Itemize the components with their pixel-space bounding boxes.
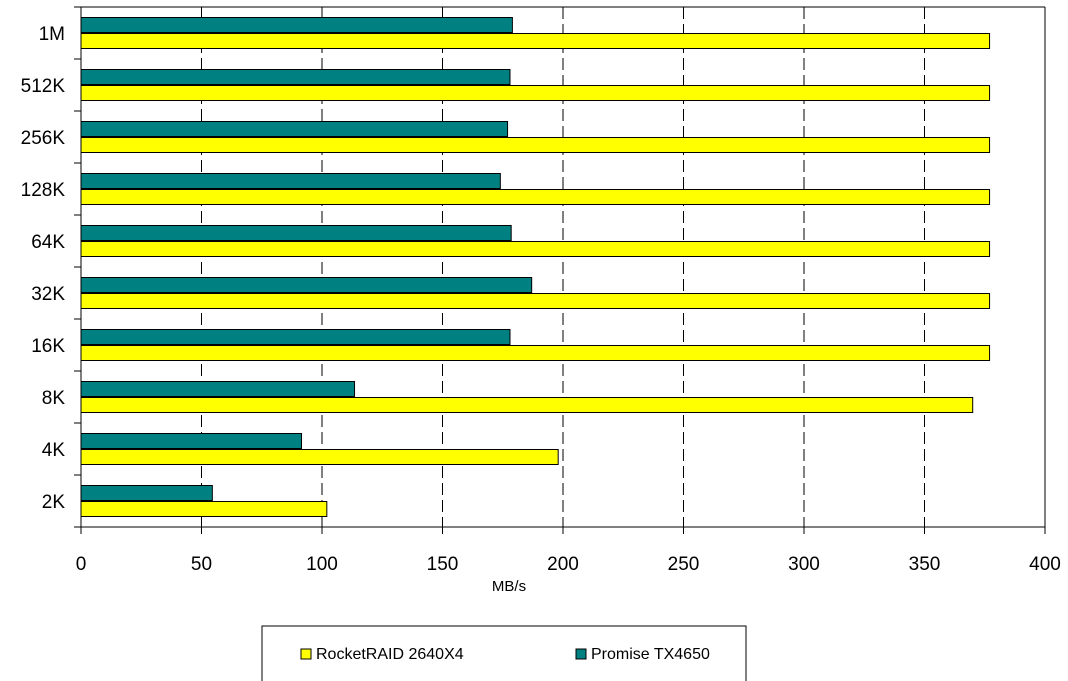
bar-rocketraid-32k	[80, 293, 991, 309]
bar-rocketraid-64k	[80, 241, 991, 257]
tick-labels: 0 50 100 150 200 250 300 350 400 1M 512K 256K 128K 64…	[21, 24, 1061, 575]
bar-promise-2k	[80, 485, 213, 501]
x-tick-label: 400	[1029, 554, 1061, 575]
x-tick-label: 0	[76, 554, 87, 575]
bar-rocketraid-2k	[80, 501, 328, 517]
bar-promise-128k	[80, 173, 501, 189]
bar-promise-64k	[80, 225, 512, 241]
legend-label-promise: Promise TX4650	[591, 646, 710, 663]
bar-promise-16k	[80, 329, 511, 345]
y-tick-label: 32K	[31, 284, 65, 305]
bar-rocketraid-512k	[80, 85, 991, 101]
bar-rocketraid-16k	[80, 345, 991, 361]
y-tick-label: 64K	[31, 232, 65, 253]
bar-promise-1m	[80, 17, 513, 33]
legend-label-rocketraid: RocketRAID 2640X4	[316, 646, 464, 663]
bar-rocketraid-8k	[80, 397, 974, 413]
legend: RocketRAID 2640X4 Promise TX4650	[261, 625, 747, 681]
bar-promise-512k	[80, 69, 511, 85]
y-tick-label: 16K	[31, 336, 65, 357]
x-tick-label: 350	[909, 554, 941, 575]
bar-promise-32k	[80, 277, 533, 293]
x-tick-label: 300	[788, 554, 820, 575]
x-tick-label: 100	[306, 554, 338, 575]
x-tick-label: 250	[668, 554, 700, 575]
bar-rocketraid-1m	[80, 33, 991, 49]
y-tick-label: 4K	[42, 440, 66, 461]
x-tick-label: 200	[547, 554, 579, 575]
legend-swatch-rocketraid	[300, 648, 312, 660]
bars	[80, 17, 991, 517]
x-tick-label: 50	[191, 554, 212, 575]
y-tick-label: 2K	[42, 492, 66, 513]
y-tick-label: 1M	[39, 24, 65, 45]
bar-promise-4k	[80, 433, 303, 449]
y-tick-label: 128K	[21, 180, 66, 201]
y-tick-label: 512K	[21, 76, 66, 97]
bar-rocketraid-128k	[80, 189, 991, 205]
legend-box	[261, 625, 747, 681]
bar-rocketraid-4k	[80, 449, 559, 465]
y-tick-label: 8K	[42, 388, 66, 409]
bar-promise-256k	[80, 121, 509, 137]
x-axis-label: MB/s	[492, 578, 526, 595]
legend-swatch-promise	[575, 648, 587, 660]
bar-rocketraid-256k	[80, 137, 991, 153]
bar-promise-8k	[80, 381, 356, 397]
y-tick-label: 256K	[21, 128, 66, 149]
x-tick-label: 150	[427, 554, 459, 575]
